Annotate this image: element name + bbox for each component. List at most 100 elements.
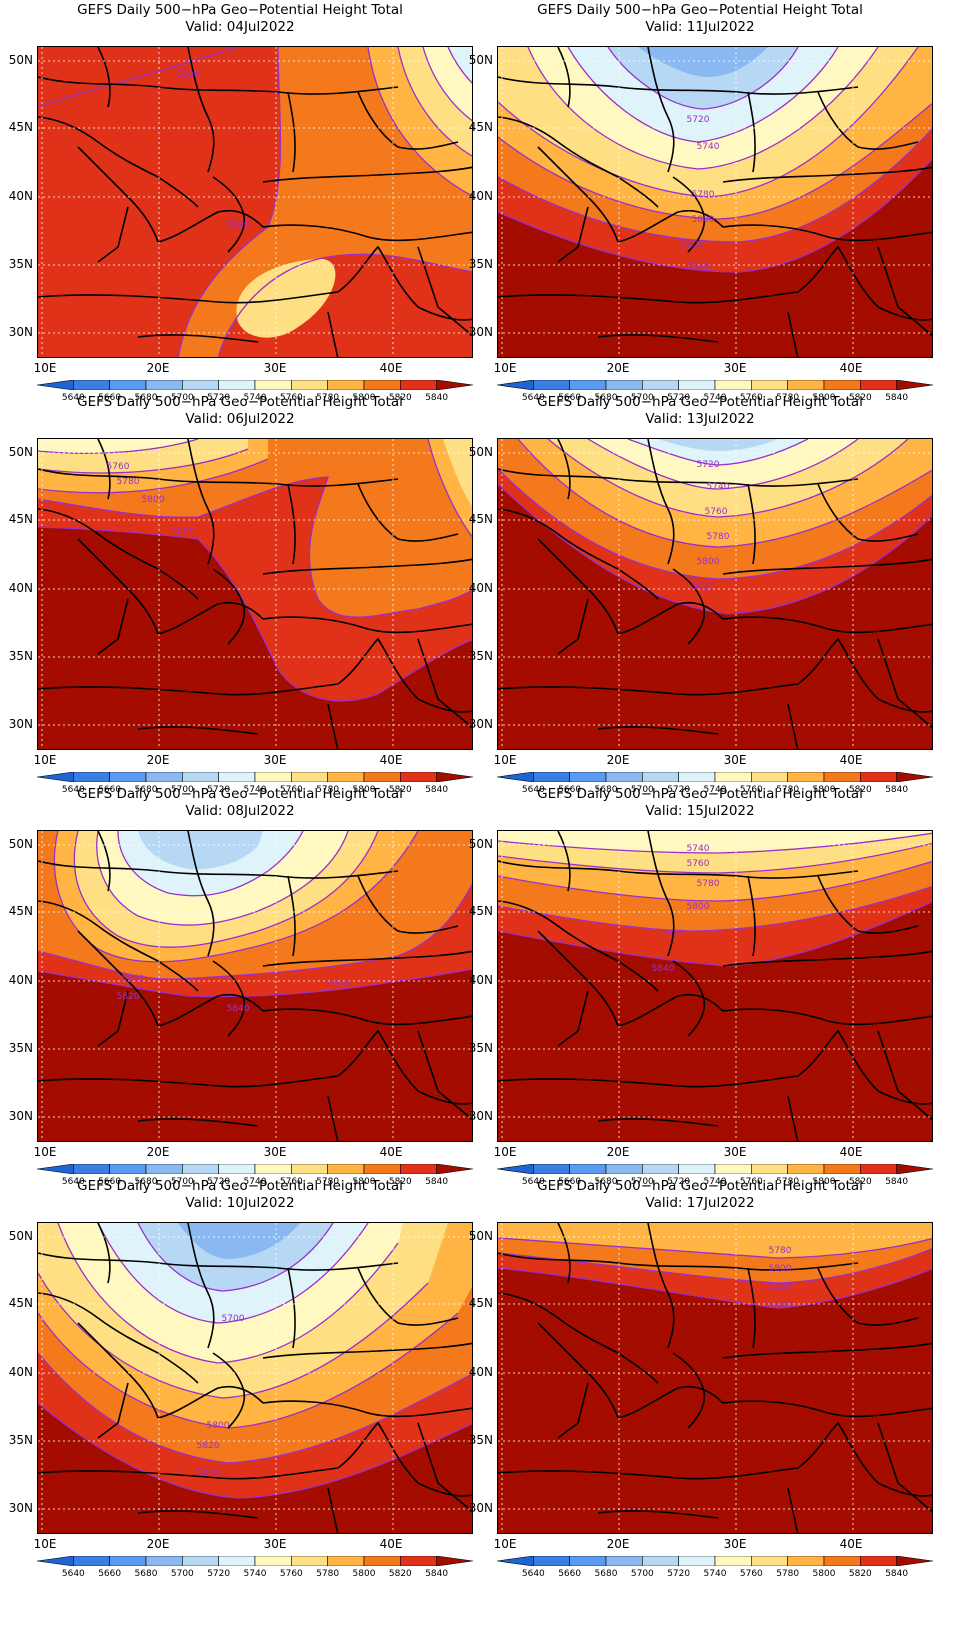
colorbar-label: 5760 [279, 393, 303, 403]
coastline [817, 91, 919, 150]
panel-title: GEFS Daily 500−hPa Geo−Potential Height … [77, 786, 403, 802]
map-plot-area: 5800 5820 5820 5840 [37, 830, 473, 1142]
longitude-label: 40E [839, 1145, 863, 1159]
coastline [327, 1095, 339, 1141]
colorbar-label: 5780 [316, 1569, 340, 1579]
coastline [722, 1342, 932, 1359]
coastline [498, 76, 859, 95]
colorbar-swatch [291, 772, 328, 782]
contour-line [53, 831, 419, 963]
coastline [97, 598, 129, 655]
coastline [672, 568, 706, 645]
colorbar-swatch [218, 1556, 256, 1566]
colorbar-label: 5800 [352, 1569, 376, 1579]
coastline [337, 637, 419, 700]
colorbar-swatch [896, 1164, 933, 1174]
panel-title: GEFS Daily 500−hPa Geo−Potential Height … [77, 394, 403, 410]
colorbar [497, 772, 933, 782]
coastline [337, 245, 419, 308]
colorbar-swatch [896, 380, 933, 390]
contour-label: 5820 [117, 992, 140, 1002]
latitude-label: 35N [8, 257, 33, 271]
panel-title: GEFS Daily 500−hPa Geo−Potential Height … [77, 1178, 403, 1194]
colorbar-label: 5760 [739, 1569, 763, 1579]
latitude-label: 50N [8, 1229, 33, 1243]
colorbar-swatch [182, 380, 219, 390]
colorbar-swatch [569, 1556, 607, 1566]
latitude-label: 30N [468, 325, 493, 339]
longitude-label: 30E [263, 1145, 287, 1159]
contour-label: 5760 [705, 507, 728, 517]
coastline [597, 334, 719, 343]
colorbar-swatch [291, 1556, 328, 1566]
contour-line [38, 458, 269, 494]
coastline [417, 246, 472, 337]
coastline [597, 726, 719, 735]
colorbar-swatch [400, 772, 437, 782]
colorbar-swatch [109, 772, 147, 782]
colorbar-label: 5780 [316, 393, 340, 403]
colorbar-label: 5640 [61, 393, 85, 403]
colorbar-label: 5720 [667, 1569, 691, 1579]
colorbar-label: 5700 [630, 785, 654, 795]
contour-line [567, 47, 839, 143]
coastline [722, 1008, 932, 1026]
coastline [287, 1267, 296, 1349]
coastline [498, 860, 859, 879]
coastline [262, 224, 472, 242]
colorbar [37, 1556, 473, 1566]
coastline [877, 1422, 932, 1513]
contour-label: 5780 [697, 879, 720, 889]
coastline [327, 311, 339, 357]
colorbar-label: 5780 [316, 785, 340, 795]
colorbar-label: 5640 [61, 1177, 85, 1187]
contour-line [527, 47, 879, 170]
map-plot-area: 5740 5760 5780 5800 5820 5840 [497, 830, 933, 1142]
colorbar-label: 5680 [594, 785, 618, 795]
panel-title: GEFS Daily 500−hPa Geo−Potential Height … [537, 786, 863, 802]
coastline [672, 176, 706, 253]
colorbar-swatch [327, 380, 365, 390]
coastline [38, 508, 199, 600]
colorbar-strip [37, 380, 473, 390]
coastline [597, 1118, 719, 1127]
colorbar-label: 5680 [134, 1177, 158, 1187]
colorbar-swatch [182, 772, 219, 782]
colorbar-label: 5760 [279, 1569, 303, 1579]
latitude-label: 40N [8, 973, 33, 987]
contour-label: 5720 [697, 460, 720, 470]
colorbar-label: 5740 [243, 1177, 267, 1187]
coastline [557, 598, 589, 655]
contour-label: 5740 [687, 844, 710, 854]
coastline [557, 831, 571, 892]
colorbar-swatch [714, 1164, 752, 1174]
latitude-label: 35N [8, 1041, 33, 1055]
coastline [817, 1267, 919, 1326]
colorbar-swatch [182, 1556, 219, 1566]
contour-line [217, 253, 472, 357]
colorbar-swatch [73, 380, 110, 390]
coastline [617, 209, 724, 243]
colorbar-swatch [896, 772, 933, 782]
latitude-label: 35N [8, 1433, 33, 1447]
coastline [157, 993, 264, 1027]
colorbar-swatch [642, 380, 679, 390]
coastline [498, 291, 799, 304]
longitude-label: 10E [33, 1537, 57, 1551]
colorbar-swatch [254, 1164, 292, 1174]
coastline [77, 1322, 159, 1419]
colorbar-label: 5740 [703, 1569, 727, 1579]
colorbar-label: 5800 [812, 1177, 836, 1187]
latitude-label: 30N [468, 1501, 493, 1515]
map-plot-area: 5700 5800 5820 5840 [37, 1222, 473, 1534]
contour-line [38, 448, 249, 474]
coastline [38, 1252, 399, 1271]
shaded-region [658, 439, 778, 451]
longitude-label: 30E [723, 361, 747, 375]
shaded-region [178, 1223, 300, 1259]
contour-label: 5720 [687, 115, 710, 125]
latitude-label: 30N [468, 717, 493, 731]
colorbar [497, 380, 933, 390]
coastline [262, 558, 472, 575]
colorbar-swatch [860, 380, 897, 390]
